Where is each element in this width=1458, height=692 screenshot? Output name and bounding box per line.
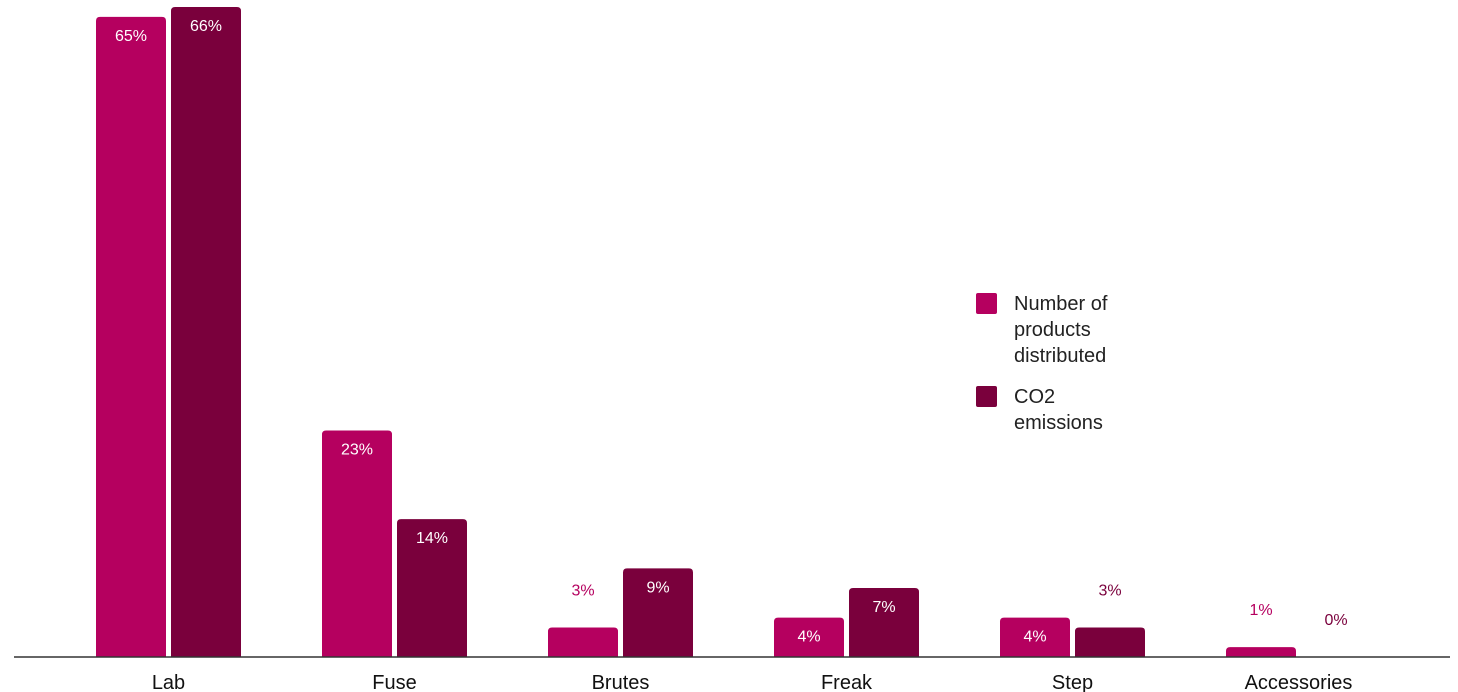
value-label-accessories-series-2: 0%	[1324, 612, 1347, 629]
category-label-freak: Freak	[821, 672, 873, 692]
legend-item-2: CO2 emissions	[976, 386, 1103, 434]
value-label-step-series-2: 3%	[1098, 582, 1121, 599]
bar-brutes-series-2	[623, 568, 693, 657]
bar-freak-series-2	[849, 588, 919, 657]
bar-brutes-series-1	[548, 627, 618, 657]
bars-group	[96, 7, 1296, 657]
value-label-lab-series-2: 66%	[190, 18, 222, 35]
legend-item-1: Number of products distributed	[976, 293, 1108, 367]
bar-fuse-series-2	[397, 519, 467, 657]
value-label-brutes-series-2: 9%	[646, 579, 669, 596]
bar-lab-series-1	[96, 16, 166, 657]
bar-fuse-series-1	[322, 430, 392, 657]
category-label-fuse: Fuse	[372, 672, 416, 692]
bar-accessories-series-1	[1226, 647, 1296, 657]
legend: Number of products distributed CO2 emissions	[976, 293, 1108, 434]
legend-label-2-line-1: CO2	[1014, 386, 1055, 408]
legend-swatch-1	[976, 293, 997, 314]
value-label-fuse-series-1: 23%	[341, 441, 373, 458]
value-label-brutes-series-1: 3%	[571, 582, 594, 599]
bar-step-series-1	[1000, 617, 1070, 657]
bar-freak-series-1	[774, 617, 844, 657]
bar-step-series-2	[1075, 627, 1145, 657]
value-label-lab-series-1: 65%	[115, 28, 147, 45]
category-label-brutes: Brutes	[592, 672, 650, 692]
category-label-lab: Lab	[152, 672, 185, 692]
value-label-freak-series-2: 7%	[872, 599, 895, 616]
legend-label-1-line-3: distributed	[1014, 345, 1106, 367]
bar-lab-series-2	[171, 7, 241, 657]
category-labels-group: Lab Fuse Brutes Freak Step Accessories	[152, 672, 1353, 692]
value-label-freak-series-1: 4%	[797, 629, 820, 646]
value-label-step-series-1: 4%	[1023, 629, 1046, 646]
legend-label-2-line-2: emissions	[1014, 412, 1103, 434]
legend-swatch-2	[976, 386, 997, 407]
legend-label-1-line-2: products	[1014, 319, 1091, 341]
category-label-step: Step	[1052, 672, 1093, 692]
category-label-accessories: Accessories	[1245, 672, 1353, 692]
value-label-accessories-series-1: 1%	[1249, 602, 1272, 619]
value-label-fuse-series-2: 14%	[416, 530, 448, 547]
legend-label-1-line-1: Number of	[1014, 293, 1108, 315]
value-labels-group: 65% 66% 23% 14% 3% 9% 4% 7% 4% 3% 1% 0%	[115, 18, 1348, 646]
